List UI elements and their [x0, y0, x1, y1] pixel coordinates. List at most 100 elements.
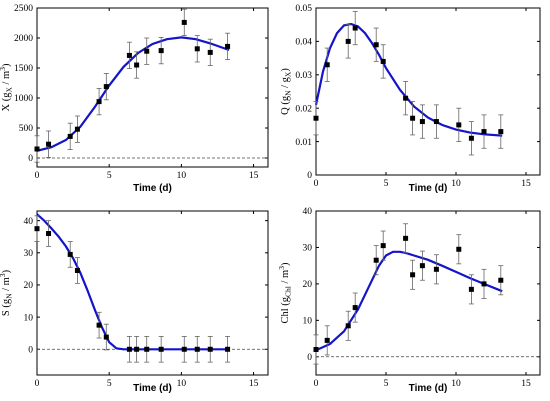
data-point-group: [158, 37, 164, 65]
y-tick-label: 0: [307, 353, 312, 363]
x-tick-label: 15: [249, 379, 259, 389]
data-point-group: [134, 51, 140, 79]
data-point: [225, 346, 231, 352]
y-tick-label: 0.04: [295, 38, 312, 48]
data-point-group: [103, 73, 109, 101]
data-point-group: [380, 44, 386, 79]
x-tick-label: 15: [521, 379, 531, 389]
y-tick-label: 20: [24, 281, 34, 291]
data-point-group: [498, 114, 504, 149]
data-point-group: [144, 37, 150, 65]
data-point: [46, 231, 52, 237]
x-tick-label: 15: [521, 179, 531, 189]
data-point-group: [352, 292, 358, 323]
data-point: [481, 281, 487, 287]
data-point-group: [181, 336, 187, 363]
data-point: [134, 62, 140, 68]
data-point: [67, 133, 73, 139]
y-axis-label-part: 3: [277, 266, 286, 270]
data-point: [158, 48, 164, 54]
data-point-group: [134, 336, 140, 363]
data-point: [126, 346, 132, 352]
data-point: [403, 95, 409, 101]
data-point: [498, 277, 504, 283]
data-point: [225, 43, 231, 49]
y-axis-label-part: / g: [280, 76, 291, 90]
y-tick-label: 0.05: [295, 4, 312, 14]
data-point-group: [456, 107, 462, 143]
data-point: [103, 334, 109, 340]
data-point: [468, 135, 474, 141]
data-point: [324, 337, 330, 343]
data-point-group: [419, 250, 425, 281]
data-point-group: [96, 88, 102, 116]
y-tick-label: 0.02: [295, 104, 312, 114]
y-tick-label: 40: [24, 217, 34, 227]
data-point-group: [456, 234, 462, 265]
data-point-group: [34, 135, 40, 163]
x-tick-label: 10: [451, 179, 461, 189]
y-tick-label: 30: [24, 249, 34, 259]
x-axis-label: Time (d): [133, 183, 172, 194]
data-point-group: [380, 230, 386, 261]
y-axis-label-part: S (g: [1, 298, 12, 316]
data-point: [207, 49, 213, 55]
x-tick-label: 5: [107, 171, 112, 181]
data-point: [481, 129, 487, 135]
y-axis-label-part: / m: [1, 277, 12, 293]
data-point: [419, 263, 425, 269]
panel-q-nitrogen-quota: 0 5 10 15 0 0.01 0.02 0.03 0.04 0.05 Time (d) Q (gN…: [280, 4, 541, 194]
data-point-group: [468, 121, 474, 156]
data-point-group: [373, 27, 379, 62]
x-tick-label: 15: [249, 171, 259, 181]
data-point-group: [144, 336, 150, 363]
y-axis-label-part: / m: [1, 71, 12, 87]
data-point-group: [67, 122, 73, 151]
data-point: [134, 346, 140, 352]
data-point: [380, 58, 386, 64]
y-tick-label: 20: [303, 280, 313, 290]
data-point: [181, 346, 187, 352]
data-point-group: [225, 336, 231, 363]
data-point-group: [74, 115, 80, 143]
y-axis-label-part: 3: [0, 273, 7, 277]
data-point-group: [313, 334, 319, 365]
data-point: [419, 119, 425, 125]
y-axis-label-part: Chl (g: [280, 296, 291, 323]
y-axis-label: S (gN / m3): [0, 269, 14, 316]
data-point-group: [46, 130, 52, 158]
data-point: [352, 25, 358, 31]
data-point: [456, 246, 462, 252]
data-point: [433, 266, 439, 272]
data-point-group: [181, 8, 187, 36]
y-axis-label-part: X: [5, 87, 14, 93]
data-point: [207, 346, 213, 352]
data-point-group: [313, 101, 319, 136]
data-point-group: [126, 336, 132, 363]
y-tick-label: 10: [24, 313, 34, 323]
data-point-group: [403, 81, 409, 116]
data-point-group: [410, 259, 416, 290]
y-axis-label-part: X: [284, 71, 293, 77]
y-tick-label: 1500: [14, 64, 33, 74]
x-tick-label: 5: [384, 379, 389, 389]
y-axis-label-part: Chl: [284, 286, 293, 297]
data-point-group: [194, 35, 200, 63]
data-point-group: [481, 114, 487, 149]
y-axis-label-part: ): [1, 63, 12, 67]
data-point: [456, 122, 462, 128]
panel-chl-chlorophyll: 0 5 10 15 0 10 20 30 40 Time (d) Chl (gChl / m3): [277, 207, 541, 394]
x-tick-label: 0: [35, 379, 40, 389]
model-curve: [315, 250, 503, 352]
data-point-group: [468, 274, 474, 305]
data-point-group: [126, 41, 132, 69]
data-point-group: [433, 254, 439, 285]
axes-frame: [36, 210, 269, 376]
data-point: [313, 346, 319, 352]
data-point: [410, 115, 416, 121]
data-point-group: [225, 32, 231, 60]
panel-x-biomass: 0 5 10 15 0 500 1000 1500 2000 2500 Time (d) X (gX …: [0, 4, 269, 194]
data-point: [194, 346, 200, 352]
data-point-group: [498, 265, 504, 296]
data-point: [67, 251, 73, 257]
